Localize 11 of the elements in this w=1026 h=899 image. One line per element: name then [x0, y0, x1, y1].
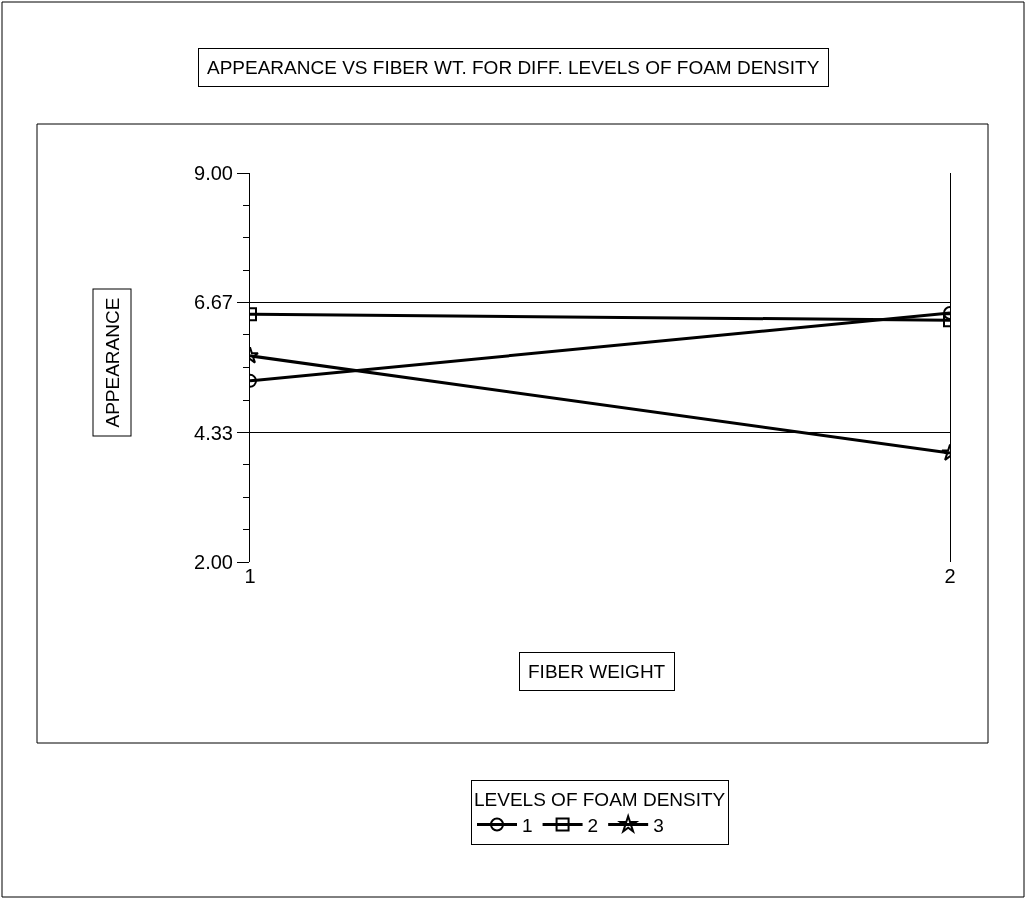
x-axis-title: FIBER WEIGHT: [528, 661, 666, 682]
legend-label: 3: [653, 814, 664, 836]
chart-title: APPEARANCE VS FIBER WT. FOR DIFF. LEVELS OF FOAM DENSITY: [207, 57, 820, 78]
y-axis-title: APPEARANCE: [101, 297, 123, 428]
y-tick-label: 6.67: [194, 291, 233, 314]
legend-label: 1: [522, 814, 533, 836]
y-tick-label: 9.00: [194, 162, 233, 184]
y-tick-label: 2.00: [194, 551, 233, 573]
legend-title: LEVELS OF FOAM DENSITY: [474, 788, 726, 810]
y-tick-label: 4.33: [194, 421, 233, 444]
legend-label: 2: [587, 814, 599, 836]
